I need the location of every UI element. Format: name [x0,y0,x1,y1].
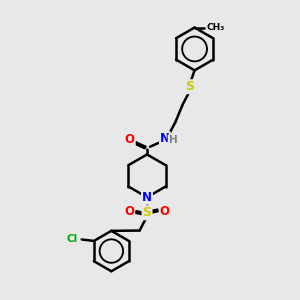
Text: CH₃: CH₃ [206,23,224,32]
Text: S: S [186,80,195,93]
Text: N: N [142,191,152,204]
Text: O: O [160,205,170,218]
Text: N: N [160,132,170,145]
Text: S: S [142,206,152,219]
Text: O: O [124,205,134,218]
Text: Cl: Cl [67,235,78,244]
Text: O: O [125,133,135,146]
Text: H: H [169,135,177,145]
